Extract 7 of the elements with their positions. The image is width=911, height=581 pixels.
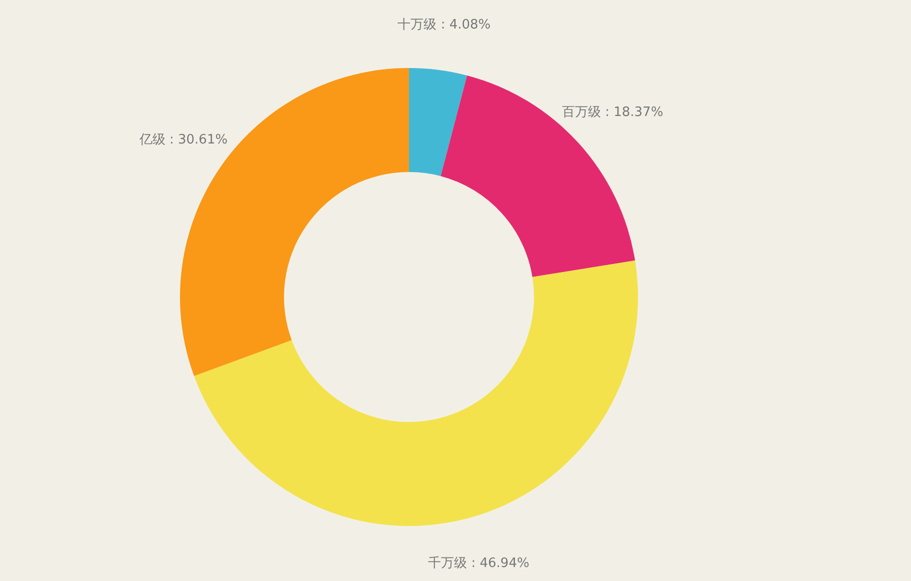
slice-label: 十万级 : 4.08% (398, 17, 491, 32)
slice-label: 亿级 : 30.61% (138, 132, 228, 148)
slice-label: 千万级 : 46.94% (428, 556, 530, 572)
donut-slice (409, 68, 468, 176)
donut-slice (194, 260, 638, 526)
donut-slice (180, 68, 409, 376)
slice-label: 百万级 : 18.37% (562, 105, 664, 120)
